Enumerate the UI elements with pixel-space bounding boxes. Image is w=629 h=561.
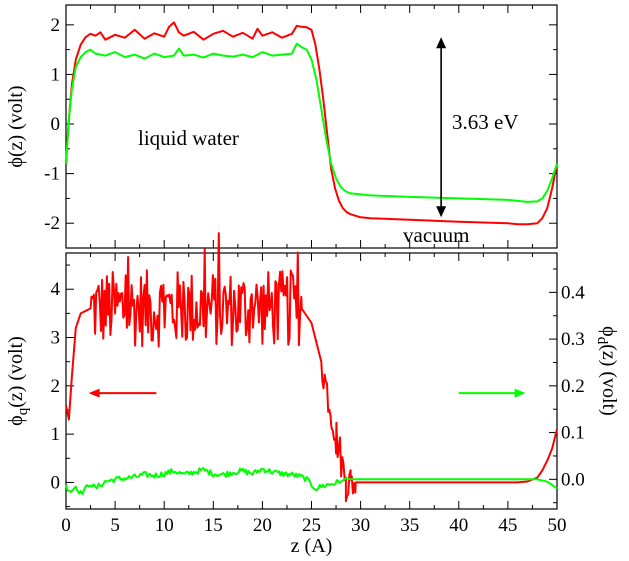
bottom-series-red-line bbox=[65, 232, 558, 503]
x-tick-label: 25 bbox=[302, 515, 321, 536]
x-tick-label: 20 bbox=[253, 515, 272, 536]
top-y-tick-label: -2 bbox=[44, 213, 60, 234]
bottom-left-y-tick-label: 4 bbox=[51, 279, 61, 300]
x-tick-label: 50 bbox=[548, 515, 567, 536]
annotation-vacuum: vacuum bbox=[403, 223, 469, 247]
top-y-tick-label: 1 bbox=[51, 64, 61, 85]
bottom-right-y-tick-label: 0.2 bbox=[561, 376, 585, 397]
left-axis-arrow-head bbox=[88, 388, 100, 398]
top-y-tick-label: 0 bbox=[51, 114, 61, 135]
right-axis-arrow-head bbox=[514, 388, 526, 398]
bottom-left-y-axis-label: ϕq(z) (volt) bbox=[5, 336, 31, 426]
x-tick-label: 40 bbox=[449, 515, 468, 536]
x-tick-label: 45 bbox=[498, 515, 517, 536]
bottom-right-y-tick-label: 0.3 bbox=[561, 329, 585, 350]
bottom-panel: 0 5 10 15 20 25 30 35 40 45 50 0 1 2 3 4 0.0 0.1 0.2 0.3 0.4… bbox=[5, 232, 620, 557]
bottom-plot-frame bbox=[65, 252, 558, 510]
top-y-tick-label: -1 bbox=[44, 164, 60, 185]
bottom-right-y-tick-label: 0.0 bbox=[561, 469, 585, 490]
x-tick-label: 5 bbox=[110, 515, 120, 536]
x-tick-label: 0 bbox=[61, 515, 71, 536]
bottom-left-y-tick-label: 1 bbox=[51, 424, 61, 445]
x-tick-label: 10 bbox=[155, 515, 174, 536]
bottom-left-y-tick-label: 2 bbox=[51, 376, 61, 397]
top-y-axis-label: ϕ(z) (volt) bbox=[5, 85, 27, 167]
top-panel: -2 -1 0 1 2 ϕ(z) (volt) liquid water vacuum 3.63… bbox=[5, 4, 558, 249]
x-tick-label: 35 bbox=[400, 515, 419, 536]
bottom-right-y-axis-label: ϕd(z) (volt) bbox=[594, 326, 620, 416]
top-y-tick-label: 2 bbox=[51, 15, 61, 36]
bottom-left-y-tick-label: 3 bbox=[51, 328, 61, 349]
bottom-right-y-tick-label: 0.4 bbox=[561, 282, 585, 303]
annotation-gap-energy: 3.63 eV bbox=[452, 110, 519, 134]
x-tick-label: 30 bbox=[351, 515, 370, 536]
bottom-left-y-tick-label: 0 bbox=[51, 472, 61, 493]
gap-arrow-head-up bbox=[436, 37, 447, 49]
x-tick-label: 15 bbox=[204, 515, 223, 536]
x-axis-label: z (A) bbox=[291, 535, 333, 557]
top-series-green-line bbox=[65, 42, 558, 203]
bottom-series-green-line bbox=[65, 467, 558, 496]
bottom-right-y-tick-label: 0.1 bbox=[561, 423, 585, 444]
annotation-liquid-water: liquid water bbox=[138, 126, 239, 150]
top-series-red-line bbox=[65, 21, 558, 226]
gap-arrow-head-down bbox=[436, 206, 447, 218]
